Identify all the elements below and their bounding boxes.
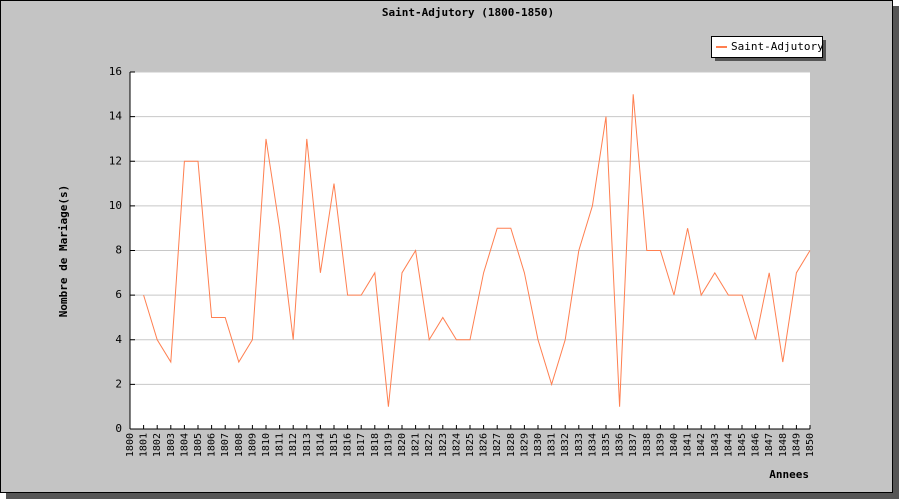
x-tick-label: 1845 — [737, 433, 748, 457]
x-tick-label: 1813 — [302, 433, 313, 457]
x-tick-label: 1849 — [791, 433, 802, 457]
x-tick-label: 1829 — [519, 433, 530, 457]
x-tick-label: 1820 — [397, 433, 408, 457]
x-tick-label: 1828 — [506, 433, 517, 457]
y-tick-label: 6 — [115, 288, 122, 301]
y-axis-label: Nombre de Mariage(s) — [57, 185, 70, 317]
x-tick-label: 1803 — [166, 433, 177, 457]
legend-box — [711, 36, 823, 58]
x-tick-label: 1843 — [710, 433, 721, 457]
y-tick-label: 8 — [115, 244, 122, 257]
x-tick-label: 1842 — [696, 433, 707, 457]
y-tick-label: 4 — [115, 333, 122, 346]
x-tick-label: 1824 — [451, 433, 462, 457]
x-tick-label: 1815 — [329, 433, 340, 457]
y-tick-label: 2 — [115, 377, 122, 390]
y-tick-label: 14 — [109, 110, 123, 123]
x-tick-label: 1835 — [601, 433, 612, 457]
x-tick-label: 1834 — [587, 433, 598, 457]
x-tick-label: 1802 — [152, 433, 163, 457]
x-tick-label: 1841 — [683, 433, 694, 457]
x-tick-label: 1804 — [179, 433, 190, 457]
x-tick-label: 1817 — [356, 433, 367, 457]
x-tick-label: 1819 — [383, 433, 394, 457]
x-tick-label: 1800 — [125, 433, 136, 457]
x-tick-label: 1814 — [315, 433, 326, 457]
x-tick-label: 1840 — [669, 433, 680, 457]
x-tick-label: 1821 — [411, 433, 422, 457]
x-tick-label: 1844 — [723, 433, 734, 457]
y-tick-label: 10 — [109, 199, 122, 212]
x-tick-label: 1816 — [343, 433, 354, 457]
x-tick-label: 1839 — [655, 433, 666, 457]
x-tick-label: 1847 — [764, 433, 775, 457]
x-tick-label: 1806 — [207, 433, 218, 457]
y-tick-label: 12 — [109, 154, 122, 167]
x-tick-label: 1808 — [234, 433, 245, 457]
x-tick-label: 1818 — [370, 433, 381, 457]
x-axis-label: Annees — [769, 468, 809, 481]
chart-title: Saint-Adjutory (1800-1850) — [382, 6, 554, 19]
x-tick-label: 1807 — [220, 433, 231, 457]
x-tick-label: 1830 — [533, 433, 544, 457]
y-tick-label: 0 — [115, 422, 122, 435]
x-tick-label: 1827 — [492, 433, 503, 457]
x-tick-label: 1833 — [574, 433, 585, 457]
x-tick-label: 1836 — [615, 433, 626, 457]
x-tick-label: 1848 — [778, 433, 789, 457]
x-tick-label: 1810 — [261, 433, 272, 457]
x-tick-label: 1809 — [247, 433, 258, 457]
x-tick-label: 1838 — [642, 433, 653, 457]
x-tick-label: 1832 — [560, 433, 571, 457]
legend: Saint-Adjutory — [711, 36, 826, 61]
legend-label: Saint-Adjutory — [731, 40, 824, 53]
x-tick-label: 1837 — [628, 433, 639, 457]
x-tick-label: 1801 — [139, 433, 150, 457]
x-tick-label: 1823 — [438, 433, 449, 457]
x-tick-label: 1822 — [424, 433, 435, 457]
x-tick-label: 1811 — [275, 433, 286, 457]
x-tick-label: 1826 — [479, 433, 490, 457]
x-tick-label: 1850 — [805, 433, 816, 457]
x-tick-label: 1812 — [288, 433, 299, 457]
x-tick-label: 1805 — [193, 433, 204, 457]
x-tick-label: 1825 — [465, 433, 476, 457]
x-tick-label: 1831 — [547, 433, 558, 457]
line-series — [143, 94, 811, 407]
x-tick-label: 1846 — [751, 433, 762, 457]
y-tick-label: 16 — [109, 65, 122, 78]
